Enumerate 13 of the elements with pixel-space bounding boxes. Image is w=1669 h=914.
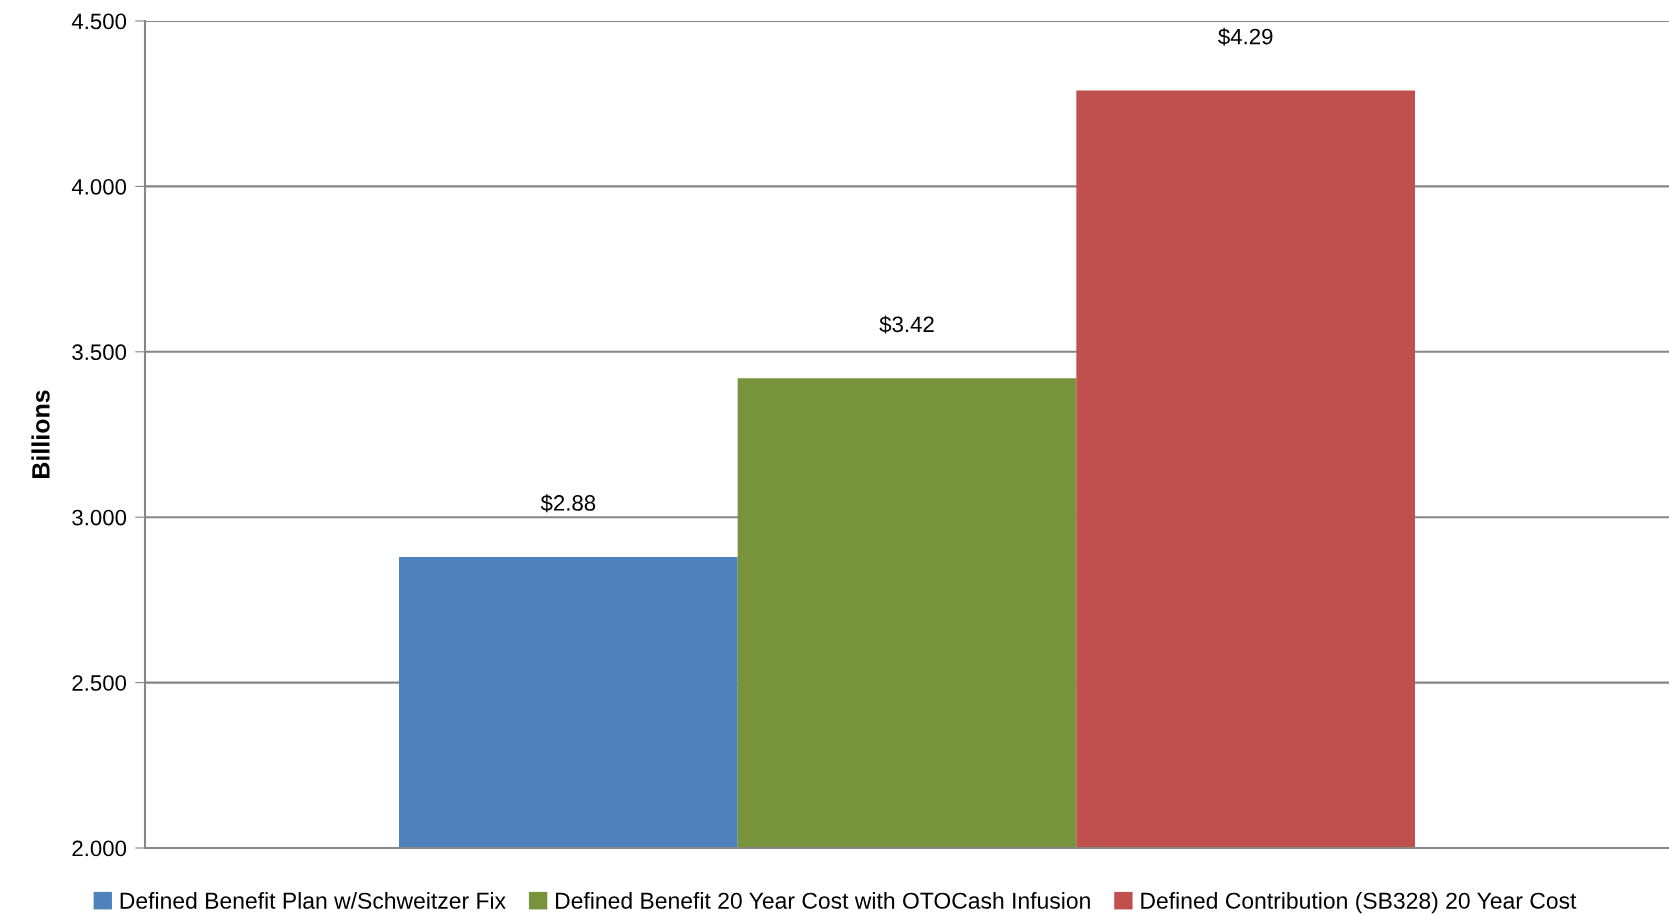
y-tick-label: 4.000 (71, 178, 127, 195)
legend-label: Defined Contribution (SB328) 20 Year Cost (1141, 892, 1577, 914)
data-label: $4.29 (1218, 27, 1273, 46)
y-tick-label: 3.000 (72, 509, 127, 526)
y-axis-title: Billions (31, 390, 50, 478)
data-label: $3.42 (879, 315, 934, 334)
y-tick-label: 4.500 (71, 13, 127, 30)
legend-label: Defined Benefit Plan w/Schweitzer Fix (120, 892, 506, 909)
y-tick-label: 3.500 (72, 344, 127, 361)
legend-label: Defined Benefit 20 Year Cost with OTOCash Infusion (556, 892, 1090, 909)
y-tick-label: 2.000 (72, 840, 127, 857)
data-label: $2.88 (540, 494, 596, 513)
y-tick-label: 2.500 (72, 675, 127, 691)
